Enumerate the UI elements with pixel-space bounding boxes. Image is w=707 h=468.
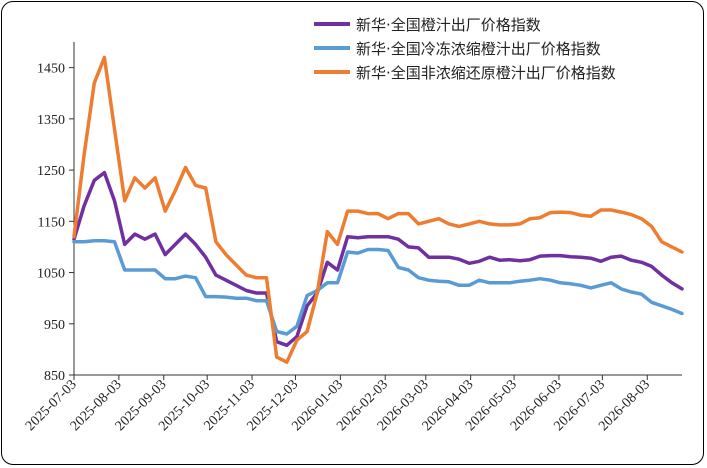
legend-label-3: 新华·全国非浓缩还原橙汁出厂价格指数 (356, 64, 616, 82)
y-tick-label: 1250 (37, 164, 65, 179)
legend-label-2: 新华·全国冷冻浓缩橙汁出厂价格指数 (356, 40, 601, 58)
y-tick-label: 1450 (37, 62, 65, 77)
series-line-2 (72, 239, 684, 336)
y-axis-ticks: 850 950 1050 1150 1250 1350 1450 (37, 62, 74, 384)
series-lines (72, 55, 684, 364)
y-tick-label: 950 (44, 318, 65, 333)
legend: 新华·全国橙汁出厂价格指数新华·全国冷冻浓缩橙汁出厂价格指数新华·全国非浓缩还原… (314, 16, 616, 82)
legend-label-1: 新华·全国橙汁出厂价格指数 (356, 16, 541, 34)
x-axis-ticks: 2025-07-032025-08-032025-09-032025-10-03… (23, 375, 653, 434)
series-line-3 (72, 55, 684, 364)
y-tick-label: 1350 (37, 113, 65, 128)
series-line-1 (72, 170, 684, 348)
y-tick-label: 850 (44, 369, 65, 384)
y-tick-label: 1150 (38, 215, 65, 230)
y-tick-label: 1050 (37, 267, 65, 282)
